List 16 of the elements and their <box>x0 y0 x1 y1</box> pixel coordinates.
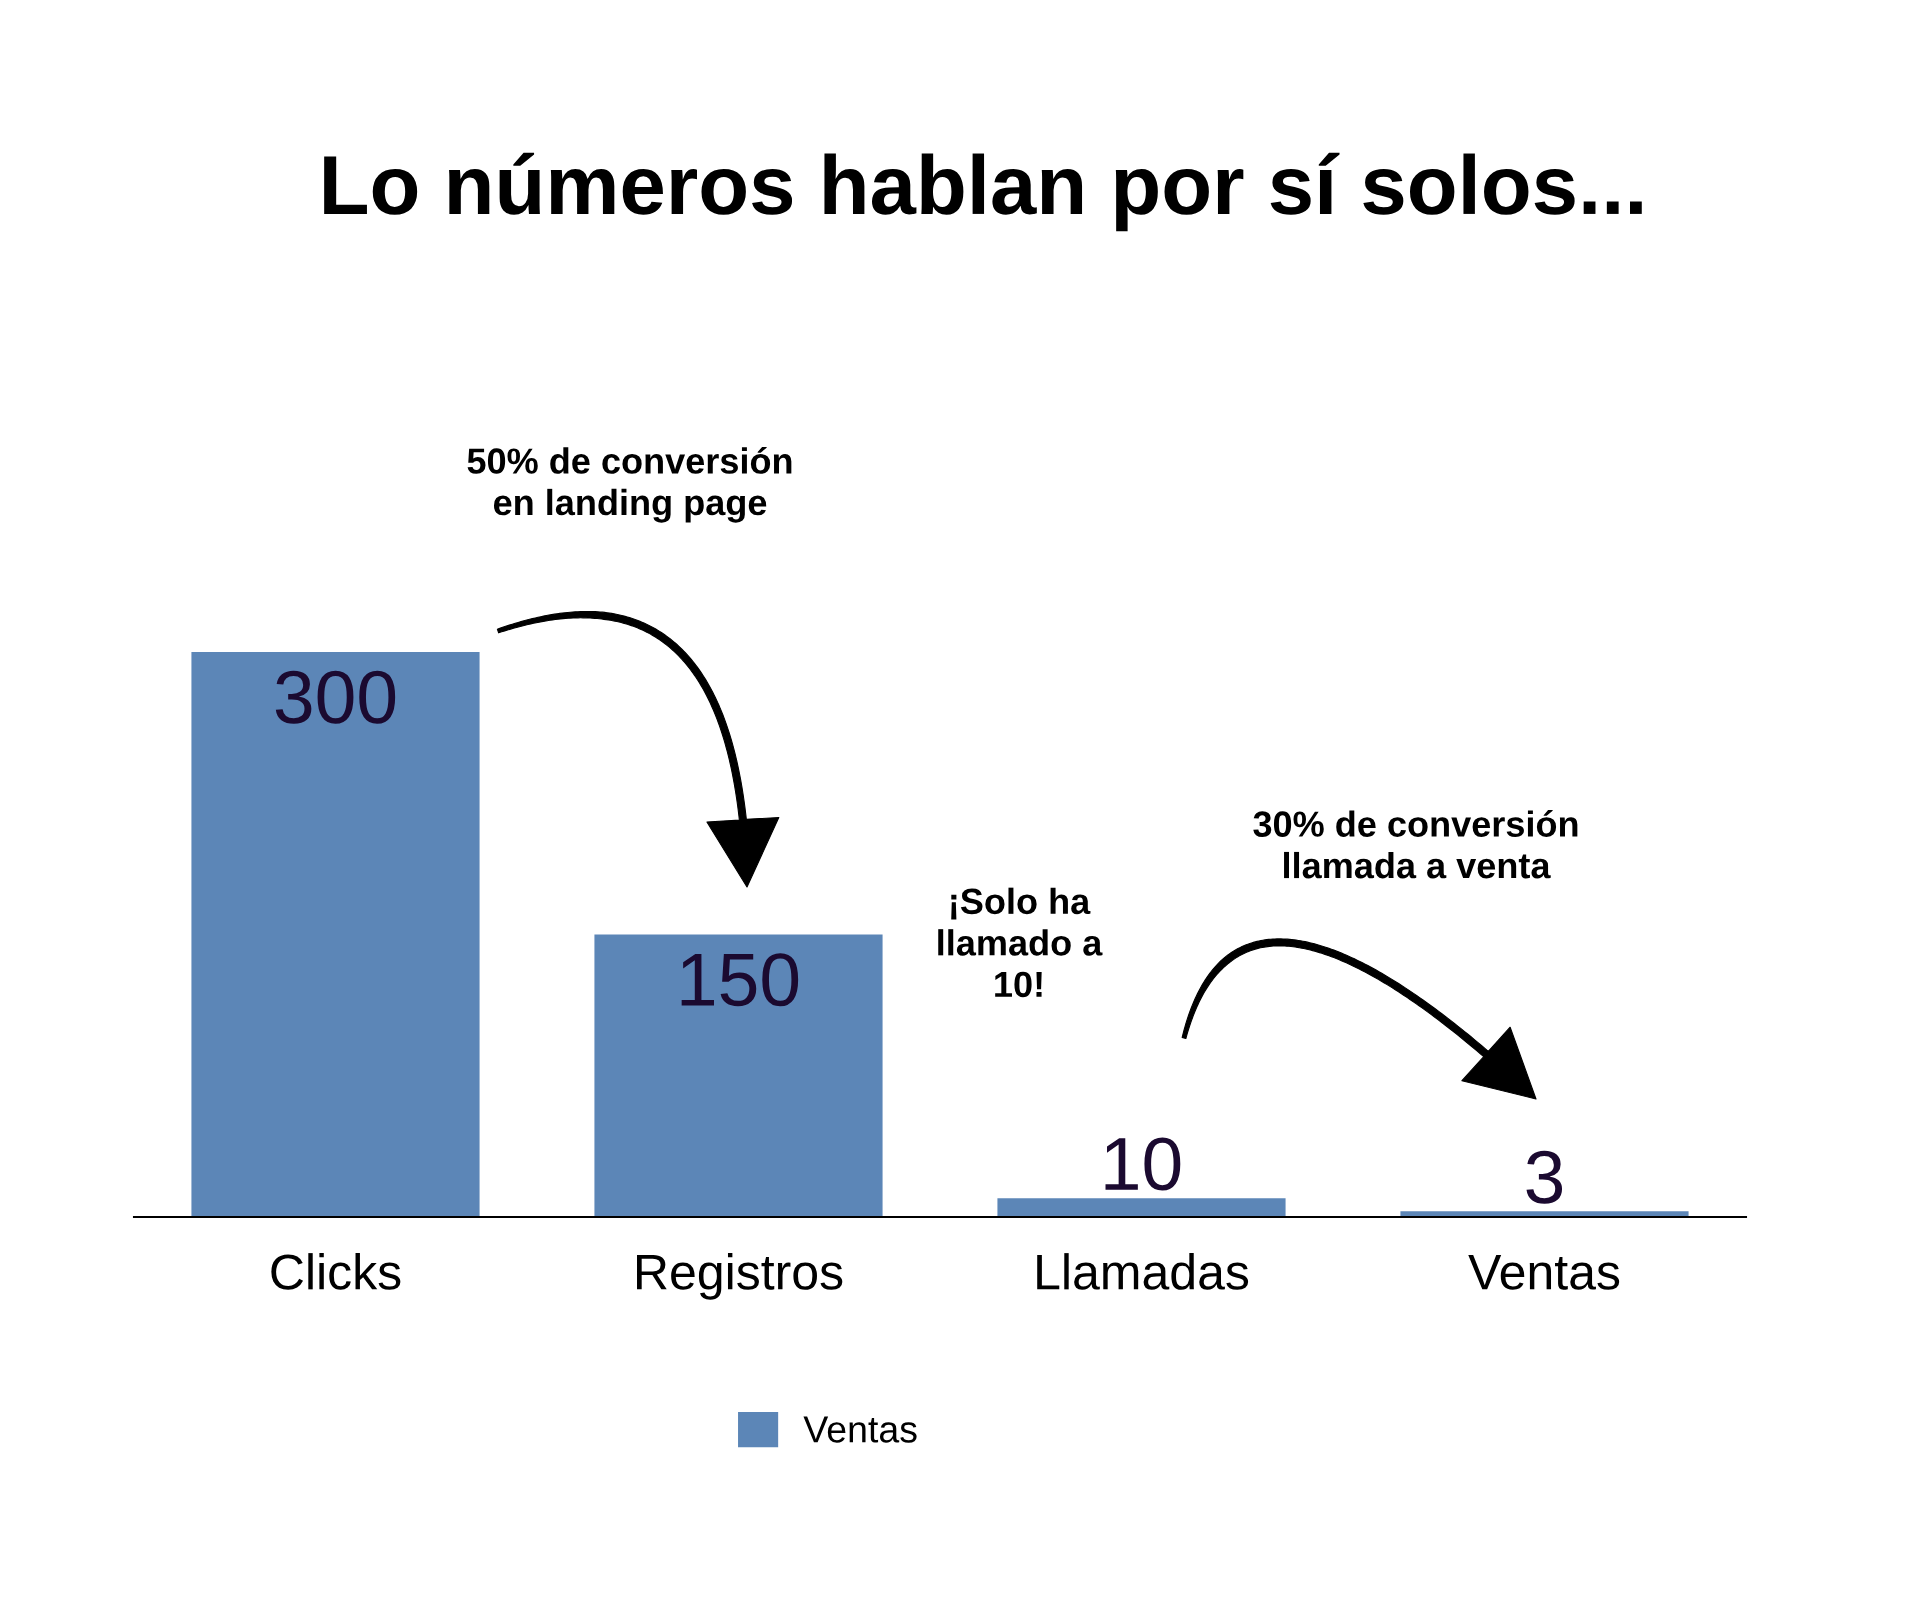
data-label: 3 <box>1526 1150 1563 1204</box>
data-label: 300 <box>275 670 396 724</box>
legend-label: Ventas <box>803 1416 917 1443</box>
x-tick-label: Clicks <box>271 1253 401 1290</box>
x-tick-label: Llamadas <box>1037 1253 1249 1290</box>
x-tick-label: Ventas <box>1468 1254 1620 1290</box>
annotation: 30% de conversión llamada a venta <box>1253 810 1578 879</box>
bar <box>594 934 883 1217</box>
annotation: ¡Solo ha llamado a 10! <box>938 887 1103 998</box>
data-label: 150 <box>681 953 799 1007</box>
bar <box>191 652 480 1217</box>
text: 50% de conversión en landing page <box>467 447 792 523</box>
data-label: 10 <box>1105 1137 1181 1191</box>
x-tick-label: Registros <box>637 1253 843 1300</box>
chart-title: Lo números hablan por sí solos... <box>324 152 1642 232</box>
bar <box>997 1198 1286 1217</box>
